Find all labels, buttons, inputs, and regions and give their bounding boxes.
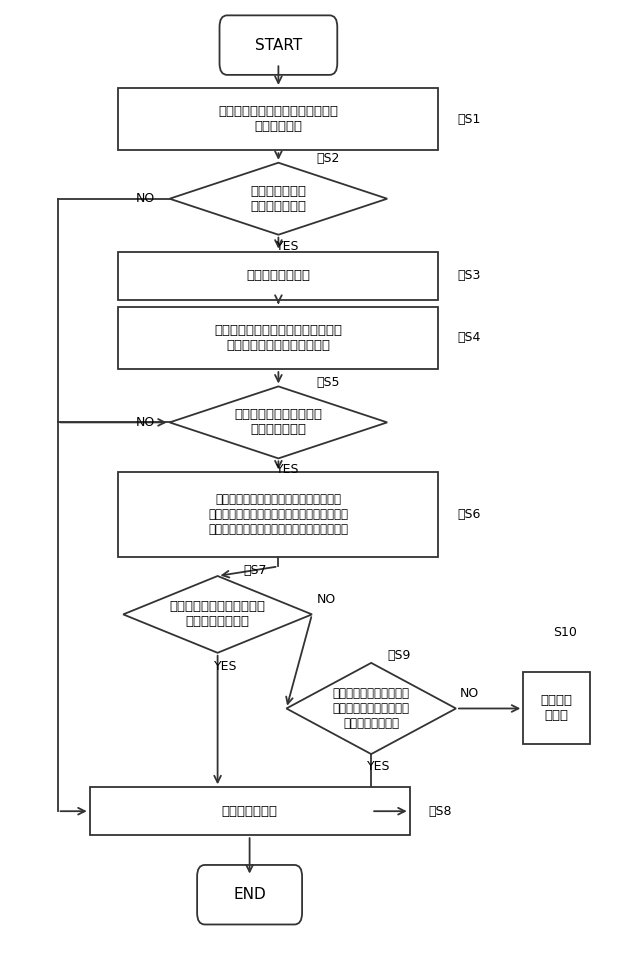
FancyBboxPatch shape <box>220 15 337 75</box>
Text: ～S3: ～S3 <box>458 269 481 282</box>
Text: ドライバモニタカメラの撮像画像に
基づいた運転者の視線の認識: ドライバモニタカメラの撮像画像に 基づいた運転者の視線の認識 <box>214 324 342 352</box>
Text: ～S7: ～S7 <box>243 564 267 577</box>
Text: START: START <box>255 37 302 53</box>
Polygon shape <box>170 386 387 458</box>
Text: 視認信号機が対象信号機と
一致しているか？: 視認信号機が対象信号機と 一致しているか？ <box>170 600 266 629</box>
Text: 複数の信号機が
認識されたか？: 複数の信号機が 認識されたか？ <box>250 184 307 213</box>
Text: ～S4: ～S4 <box>458 331 481 345</box>
Text: 運転支援
の抑制: 運転支援 の抑制 <box>541 694 573 723</box>
Text: ～S8: ～S8 <box>429 804 452 818</box>
Text: 視認信号機の点灯状態が
対象信号機の点灯状態と
一致しているか？: 視認信号機の点灯状態が 対象信号機の点灯状態と 一致しているか？ <box>333 687 410 730</box>
Text: 前方カメラの撮像画像に基づいた
信号機の認識: 前方カメラの撮像画像に基づいた 信号機の認識 <box>218 105 339 133</box>
Polygon shape <box>170 163 387 234</box>
Text: NO: NO <box>136 416 155 429</box>
Text: 対象信号機の特定: 対象信号機の特定 <box>246 269 310 282</box>
Text: ブレーキ操作の検出又は減速の検出から
所定時間前まで遡った期間における運転者の
視線の認識結果に基づいた視認信号機の特定: ブレーキ操作の検出又は減速の検出から 所定時間前まで遡った期間における運転者の … <box>209 493 348 536</box>
Text: YES: YES <box>367 760 390 773</box>
Bar <box>118 87 438 150</box>
Polygon shape <box>124 576 312 653</box>
Text: YES: YES <box>214 660 237 673</box>
FancyBboxPatch shape <box>197 865 302 924</box>
Text: END: END <box>233 887 266 902</box>
Text: NO: NO <box>317 592 337 606</box>
Bar <box>118 252 438 300</box>
Text: ～S6: ～S6 <box>458 508 481 521</box>
Bar <box>524 672 591 745</box>
Text: ブレーキ操作又は減速が
検出されたか？: ブレーキ操作又は減速が 検出されたか？ <box>234 408 323 437</box>
Polygon shape <box>287 662 456 755</box>
Text: ～S5: ～S5 <box>317 375 340 389</box>
Text: ～S9: ～S9 <box>387 649 411 662</box>
Text: YES: YES <box>276 240 300 252</box>
Text: YES: YES <box>276 464 300 476</box>
Bar <box>90 787 410 835</box>
Text: ～S1: ～S1 <box>458 112 481 126</box>
Text: NO: NO <box>460 686 479 700</box>
Text: S10: S10 <box>554 626 577 638</box>
Bar <box>118 472 438 557</box>
Text: NO: NO <box>136 192 155 205</box>
Text: 運転支援の実行: 運転支援の実行 <box>221 804 278 818</box>
Bar <box>118 306 438 370</box>
Text: ～S2: ～S2 <box>317 152 340 165</box>
